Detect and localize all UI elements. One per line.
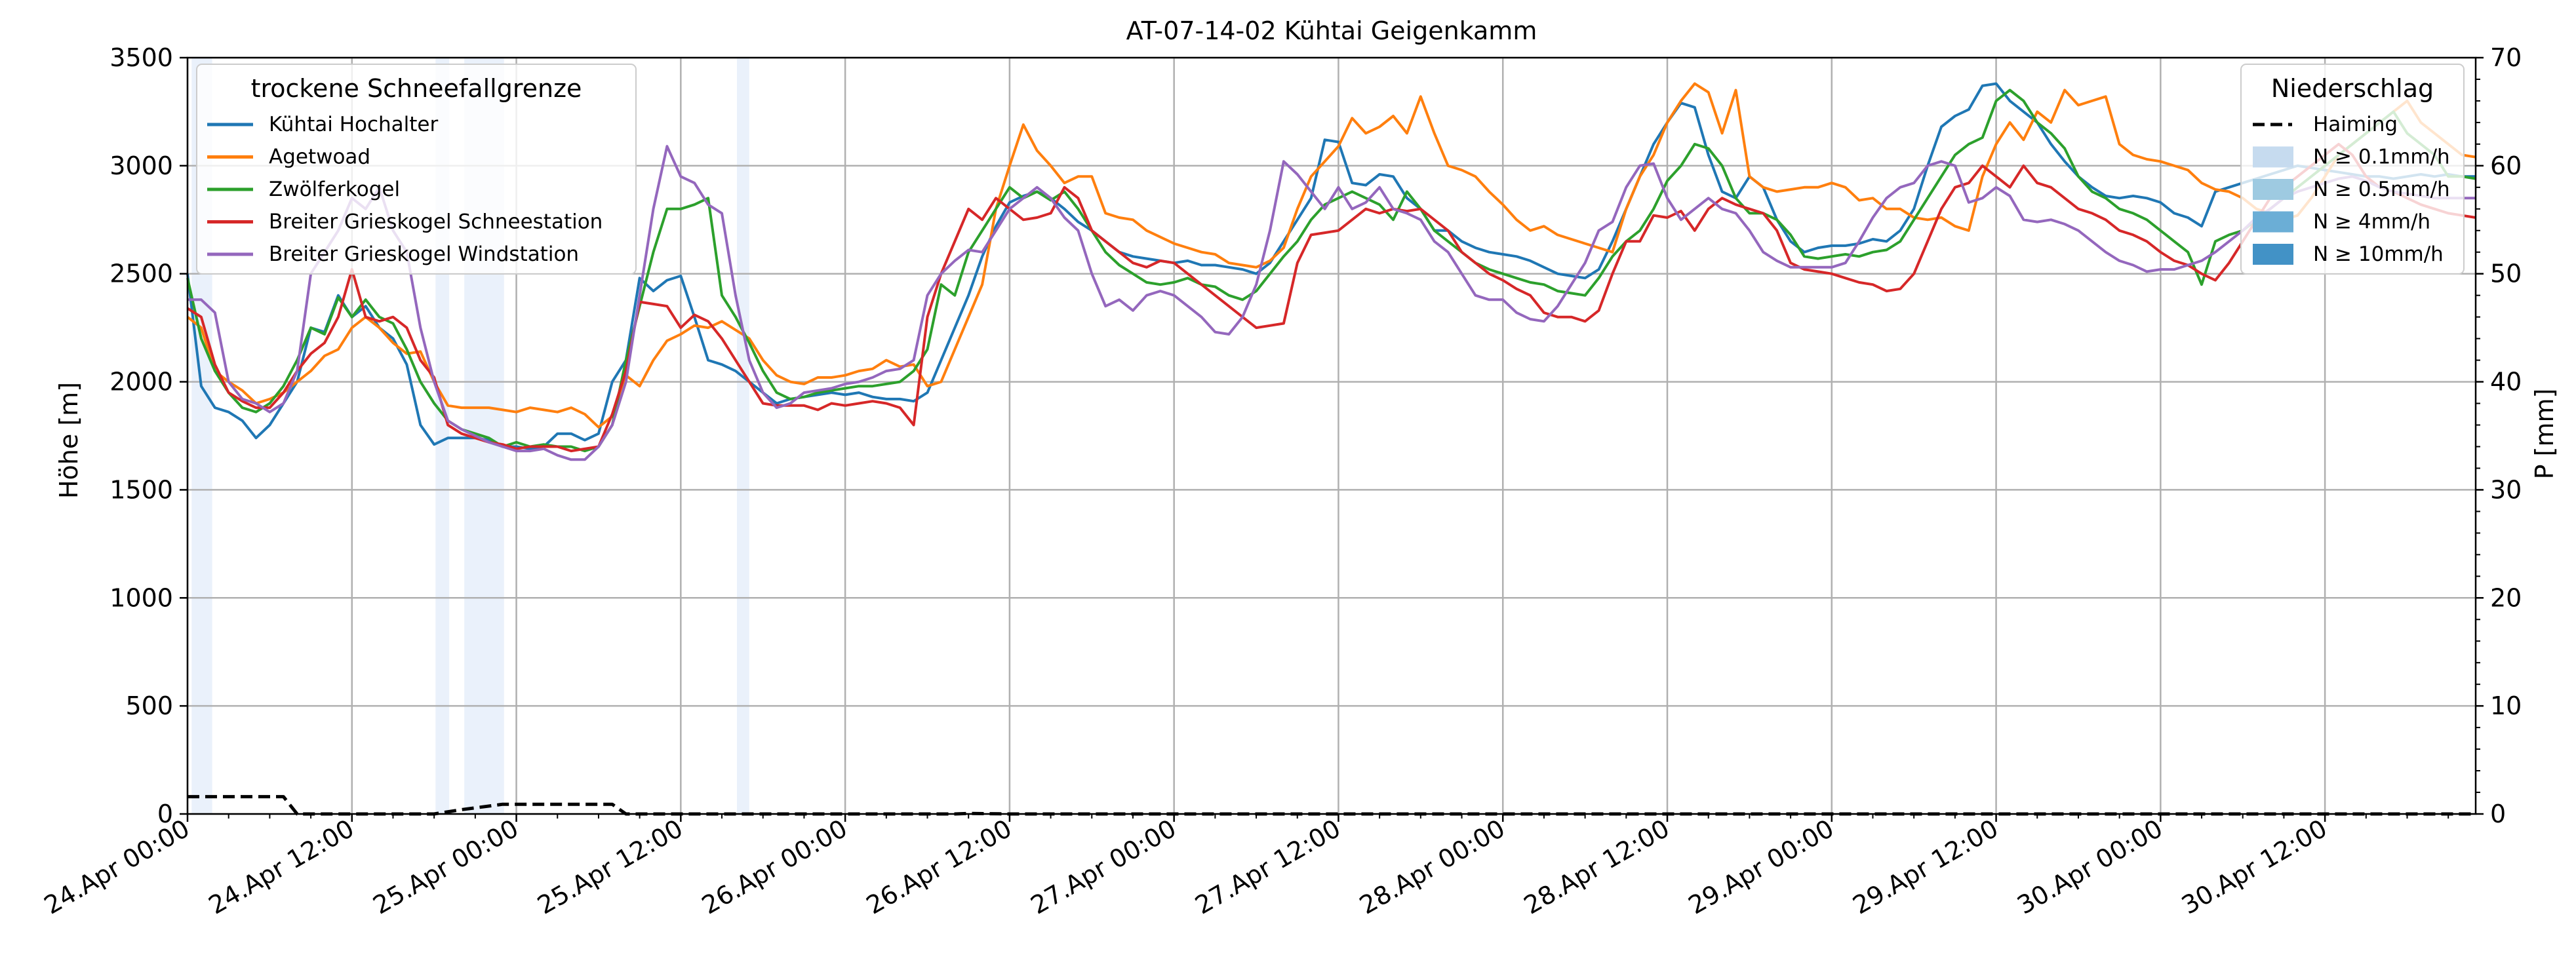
legend-precipitation: Niederschlag Haiming N ≥ 0.1mm/h N ≥ 0.5mm… [2240,64,2465,275]
series-line-haiming [188,795,2476,816]
legend-precipitation-box [2240,64,2465,275]
y2-tick-label: 10 [2490,691,2522,720]
y-tick-label: 1000 [109,583,173,612]
x-tick-label: 29.Apr 00:00 [1684,814,1839,920]
legend-label-breiter-grieskogel-windstation: Breiter Grieskogel Windstation [269,242,579,266]
x-tick-label: 28.Apr 00:00 [1355,814,1510,920]
x-tick-label: 28.Apr 12:00 [1519,814,1674,920]
legend-stations-title: trockene Schneefallgrenze [251,74,582,103]
y2-tick-label: 30 [2490,475,2522,504]
legend-swatch-n-0-5mm-h [2253,179,2293,200]
legend-label-n-4mm-h: N ≥ 4mm/h [2313,210,2430,234]
y2-tick-label: 50 [2490,260,2522,288]
series-line-kuehtai-hochalter [186,82,2476,450]
legend-precipitation-items: Haiming N ≥ 0.1mm/h N ≥ 0.5mm/h N ≥ 4mm/h N … [2253,113,2450,266]
legend-swatch-n-0-1mm-h [2253,146,2293,168]
y2-axis-label: P [mm] [2530,389,2559,480]
legend-swatch-n-4mm-h [2253,211,2293,233]
series-line-breiter-grieskogel-windstation [188,145,2476,461]
y2-tick-label: 70 [2490,43,2522,72]
x-tick-label: 30.Apr 00:00 [2012,814,2168,920]
series-line-breiter-grieskogel-schneestation [186,142,2476,453]
y-tick-label: 500 [125,691,173,720]
x-tick-label: 27.Apr 00:00 [1026,814,1181,920]
y-tick-label: 1500 [109,475,173,504]
legend-label-breiter-grieskogel-schneestation: Breiter Grieskogel Schneestation [269,210,603,234]
y-tick-label: 0 [157,800,173,828]
legend-precipitation-title: Niederschlag [2271,74,2434,103]
x-tick-label: 26.Apr 12:00 [862,814,1017,920]
legend-swatch-n-10mm-h [2253,244,2293,265]
legend-label-n-10mm-h: N ≥ 10mm/h [2313,242,2444,266]
x-tick-label: 25.Apr 00:00 [368,814,523,920]
plot-frame [186,56,2477,815]
x-tick-label: 24.Apr 00:00 [39,814,195,920]
y-tick-label: 2000 [109,368,173,396]
x-tick-label: 27.Apr 12:00 [1190,814,1345,920]
x-tick-label: 26.Apr 00:00 [697,814,852,920]
x-tick-label: 25.Apr 12:00 [532,814,688,920]
x-tick-label: 29.Apr 12:00 [1848,814,2003,920]
legend-label-zwoelferkogel: Zwölferkogel [269,178,400,201]
y-tick-label: 3000 [109,151,173,180]
legend-label-n-0-1mm-h: N ≥ 0.1mm/h [2313,145,2450,169]
chart-title: AT-07-14-02 Kühtai Geigenkamm [1126,16,1537,45]
y-tick-label: 2500 [109,260,173,288]
y2-tick-label: 0 [2490,800,2506,828]
y2-tick-label: 60 [2490,151,2522,180]
legend-label-n-0-5mm-h: N ≥ 0.5mm/h [2313,178,2450,201]
precipitation-span [737,58,749,814]
x-tick-label: 30.Apr 12:00 [2177,814,2332,920]
legend-label-kuehtai-hochalter: Kühtai Hochalter [269,113,439,136]
x-tick-label: 24.Apr 12:00 [204,814,359,920]
series-line-agetwoad [186,82,2476,429]
y-axis-label: Höhe [m] [54,382,83,499]
y2-tick-label: 20 [2490,583,2522,612]
y-tick-label: 3500 [109,43,173,72]
series-line-zwoelferkogel [186,88,2476,453]
legend-stations-items: Kühtai Hochalter Agetwoad Zwölferkogel Brei… [207,113,603,266]
legend-label-haiming: Haiming [2313,113,2398,136]
y2-tick-label: 40 [2490,368,2522,396]
legend-stations-box [196,64,637,275]
legend-stations: trockene Schneefallgrenze Kühtai Hochalt… [196,64,637,275]
legend-label-agetwoad: Agetwoad [269,145,370,169]
